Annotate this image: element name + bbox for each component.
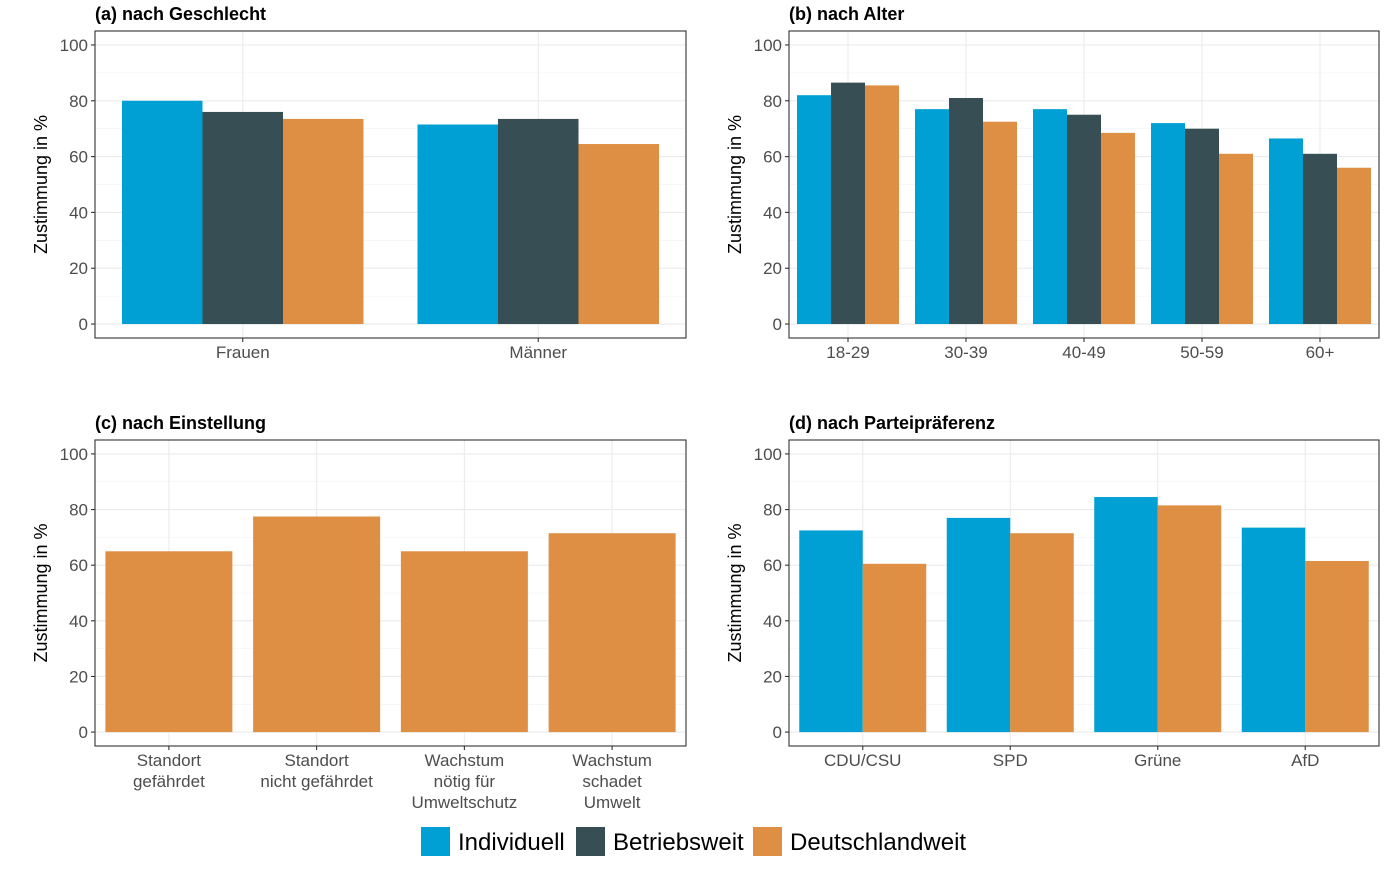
y-tick-label: 80 — [763, 92, 782, 111]
y-tick-label: 0 — [773, 723, 782, 742]
bar-deutschlandweit-1 — [865, 85, 899, 325]
y-tick-label: 0 — [773, 315, 782, 334]
bar-betriebsweit-2 — [498, 118, 579, 325]
bar-individuell-1 — [799, 530, 863, 733]
y-tick-label: 80 — [763, 501, 782, 520]
legend-key-deutschlandweit — [753, 827, 782, 856]
y-tick-label: 40 — [69, 203, 88, 222]
legend-label-individuell: Individuell — [458, 829, 565, 856]
bar-deutschlandweit-2 — [253, 516, 381, 733]
bar-betriebsweit-4 — [1185, 128, 1219, 325]
y-tick-label: 40 — [763, 612, 782, 631]
bar-deutschlandweit-4 — [1305, 561, 1369, 733]
x-tick-label: 40-49 — [1062, 343, 1105, 362]
chart-panel-3: (c) nach Einstellung 0 20 40 60 80 100 Standort… — [31, 413, 687, 812]
x-tick-label: 30-39 — [944, 343, 987, 362]
y-tick-label: 100 — [754, 36, 782, 55]
bar-individuell-2 — [915, 109, 949, 325]
bar-deutschlandweit-2 — [578, 144, 659, 325]
y-tick-label: 60 — [69, 148, 88, 167]
y-axis-label: Zustimmung in % — [725, 523, 745, 662]
bar-betriebsweit-1 — [831, 82, 865, 325]
legend-label-deutschlandweit: Deutschlandweit — [790, 829, 966, 856]
y-tick-label: 80 — [69, 92, 88, 111]
plot-frame — [94, 439, 687, 747]
bar-individuell-3 — [1094, 497, 1158, 733]
panel-title: (a) nach Geschlecht — [95, 4, 266, 24]
bar-deutschlandweit-3 — [1101, 132, 1135, 325]
x-tick-label: Wachstum nötig für Umweltschutz — [411, 751, 517, 812]
y-tick-label: 100 — [60, 445, 88, 464]
y-tick-label: 100 — [60, 36, 88, 55]
bar-individuell-2 — [417, 124, 498, 325]
bar-deutschlandweit-2 — [983, 121, 1017, 325]
bar-individuell-2 — [946, 517, 1011, 733]
bar-betriebsweit-3 — [1067, 114, 1101, 325]
bar-deutschlandweit-2 — [1010, 533, 1074, 733]
chart-panel-4: (d) nach Parteipräferenz 0 20 40 60 80 100 CDU/… — [725, 413, 1380, 770]
y-tick-label: 40 — [763, 203, 782, 222]
bar-individuell-4 — [1241, 527, 1306, 733]
y-tick-label: 60 — [69, 556, 88, 575]
y-tick-label: 80 — [69, 501, 88, 520]
bar-individuell-1 — [797, 95, 831, 325]
panel-title: (b) nach Alter — [789, 4, 904, 24]
chart-panel-2: (b) nach Alter 0 20 40 60 80 100 18-29 30-39 40-4… — [725, 4, 1380, 362]
x-tick-label: 60+ — [1306, 343, 1335, 362]
x-tick-label: Männer — [509, 343, 567, 362]
bar-deutschlandweit-4 — [1219, 153, 1253, 325]
y-tick-label: 20 — [69, 667, 88, 686]
bar-betriebsweit-1 — [202, 111, 283, 325]
y-tick-label: 0 — [79, 315, 88, 334]
x-tick-label: CDU/CSU — [824, 751, 901, 770]
x-tick-label: Frauen — [216, 343, 270, 362]
y-axis-label: Zustimmung in % — [31, 523, 51, 662]
x-tick-label: Standort nicht gefährdet — [260, 751, 373, 791]
x-tick-label: Wachstum schadet Umwelt — [572, 751, 652, 812]
y-tick-label: 20 — [763, 667, 782, 686]
bar-individuell-5 — [1269, 138, 1303, 325]
y-tick-label: 100 — [754, 445, 782, 464]
bar-deutschlandweit-3 — [400, 551, 528, 733]
plot-frame — [788, 439, 1380, 747]
legend: Individuell Betriebsweit Deutschlandweit — [421, 827, 966, 856]
y-tick-label: 20 — [763, 259, 782, 278]
panel-title: (c) nach Einstellung — [95, 413, 266, 433]
bar-deutschlandweit-1 — [283, 118, 364, 325]
x-tick-label: SPD — [993, 751, 1028, 770]
x-tick-label: AfD — [1291, 751, 1319, 770]
y-tick-label: 0 — [79, 723, 88, 742]
panel-title: (d) nach Parteipräferenz — [789, 413, 995, 433]
bar-deutschlandweit-4 — [548, 533, 676, 733]
x-tick-label: 18-29 — [826, 343, 869, 362]
bar-deutschlandweit-3 — [1157, 505, 1222, 733]
y-tick-label: 20 — [69, 259, 88, 278]
bar-deutschlandweit-1 — [862, 563, 927, 733]
y-tick-label: 40 — [69, 612, 88, 631]
y-tick-label: 60 — [763, 556, 782, 575]
bar-betriebsweit-2 — [949, 97, 983, 325]
x-tick-label: Standort gefährdet — [133, 751, 205, 791]
plot-frame — [94, 30, 687, 339]
chart-panel-1: (a) nach Geschlecht 0 20 40 60 80 100 Frauen Män… — [31, 4, 687, 362]
bar-betriebsweit-5 — [1303, 153, 1337, 325]
y-tick-label: 60 — [763, 148, 782, 167]
bar-deutschlandweit-1 — [105, 551, 233, 733]
x-tick-label: 50-59 — [1180, 343, 1223, 362]
y-axis-label: Zustimmung in % — [725, 115, 745, 254]
bar-individuell-3 — [1033, 109, 1067, 325]
bar-individuell-1 — [122, 100, 203, 325]
y-axis-label: Zustimmung in % — [31, 115, 51, 254]
legend-key-individuell — [421, 827, 450, 856]
legend-key-betriebsweit — [576, 827, 605, 856]
bar-individuell-4 — [1151, 123, 1185, 325]
bar-deutschlandweit-5 — [1337, 167, 1371, 325]
x-tick-label: Grüne — [1134, 751, 1181, 770]
legend-label-betriebsweit: Betriebsweit — [613, 829, 744, 856]
